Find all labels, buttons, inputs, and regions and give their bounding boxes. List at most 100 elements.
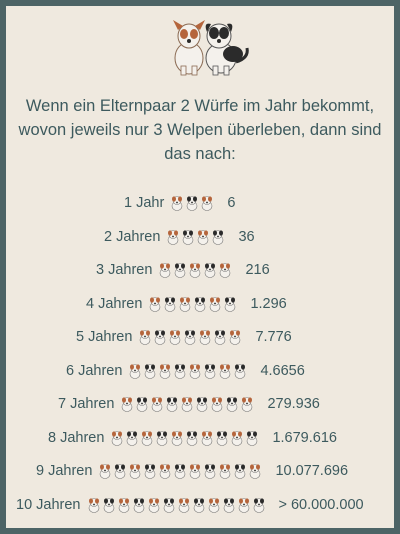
puppy-icon (172, 430, 183, 446)
year-label: 3 Jahren (96, 262, 153, 278)
puppy-icon (152, 397, 163, 412)
puppy-icon (205, 263, 216, 278)
puppy-icon (130, 464, 141, 479)
puppy-group (120, 396, 255, 412)
puppy-icon (137, 397, 148, 412)
year-row: 5 Jahren 7.776 (76, 324, 292, 350)
puppy-icon (140, 330, 151, 345)
puppy-icon (183, 229, 194, 245)
dog-count: 6 (227, 195, 236, 211)
puppy-icon (235, 363, 246, 379)
puppy-icon (195, 296, 206, 312)
puppy-icon (200, 330, 211, 345)
puppy-icon (190, 464, 201, 479)
puppy-icon (210, 296, 221, 312)
year-row: 1 Jahr 6 (124, 190, 235, 216)
puppy-group (138, 329, 243, 345)
puppy-icon (202, 196, 213, 211)
puppy-icon (172, 196, 183, 211)
puppy-group (87, 497, 267, 513)
dog-count: 36 (238, 228, 255, 245)
puppy-icon (145, 363, 156, 379)
puppy-icon (227, 397, 238, 412)
puppy-icon (238, 497, 249, 513)
puppy-icon (185, 330, 196, 345)
puppy-icon (160, 464, 171, 479)
puppy-icon (235, 464, 246, 479)
headline: Wenn ein Elternpaar 2 Würfe im Jahr beko… (18, 97, 382, 163)
puppy-group (170, 195, 215, 211)
puppy-icon (223, 497, 234, 513)
puppy-icon (122, 397, 133, 412)
puppy-icon (220, 464, 231, 479)
puppy-icon (127, 430, 138, 446)
puppy-group (128, 363, 248, 379)
puppy-icon (170, 330, 181, 345)
puppy-icon (160, 263, 171, 278)
puppy-icon (202, 430, 213, 446)
puppy-icon (205, 464, 216, 479)
puppy-icon (187, 196, 198, 211)
puppy-icon (118, 497, 129, 513)
puppy-icon (180, 296, 191, 312)
dog-count: 1.296 (250, 295, 287, 312)
puppy-icon (208, 497, 219, 513)
dog-count: 10.077.696 (275, 463, 349, 479)
puppy-icon (130, 363, 141, 379)
puppy-group (148, 296, 238, 312)
year-row: 6 Jahren 4.6656 (66, 358, 305, 384)
puppy-icon (205, 363, 216, 379)
year-label: 4 Jahren (86, 295, 143, 312)
puppy-icon (160, 363, 171, 379)
dog-count: > 60.000.000 (278, 496, 364, 513)
puppy-icon (225, 296, 236, 312)
puppy-icon (148, 497, 159, 513)
puppy-group (158, 262, 233, 278)
year-row: 8 Jahren 1.679.616 (48, 425, 337, 451)
year-label: 7 Jahren (58, 396, 115, 412)
puppy-icon (168, 229, 179, 245)
puppy-icon (197, 397, 208, 412)
puppy-icon (190, 263, 201, 278)
puppy-icon (88, 497, 99, 513)
puppy-icon (175, 464, 186, 479)
dog-count: 279.936 (267, 396, 320, 412)
puppy-icon (187, 430, 198, 446)
puppy-icon (155, 330, 166, 345)
puppy-icon (198, 229, 209, 245)
puppy-icon (215, 330, 226, 345)
puppy-icon (145, 464, 156, 479)
puppy-icon (112, 430, 123, 446)
year-row: 4 Jahren 1.296 (86, 291, 287, 317)
puppy-icon (193, 497, 204, 513)
puppy-icon (253, 497, 264, 513)
dog-count: 4.6656 (260, 362, 305, 379)
puppy-group (98, 463, 263, 479)
puppy-icon (100, 464, 111, 479)
puppy-icon (115, 464, 126, 479)
year-label: 10 Jahren (16, 496, 81, 513)
infographic-card: Wenn ein Elternpaar 2 Würfe im Jahr beko… (6, 6, 394, 528)
year-row: 7 Jahren 279.936 (58, 391, 320, 417)
two-dogs-icon (173, 20, 249, 76)
puppy-icon (213, 229, 224, 245)
year-row: 10 Jahren > 60.000.000 (16, 492, 364, 518)
dog-count: 7.776 (255, 329, 292, 345)
puppy-icon (217, 430, 228, 446)
year-row: 2 Jahren 36 (104, 224, 255, 250)
puppy-icon (247, 430, 258, 446)
puppy-icon (165, 296, 176, 312)
puppy-icon (250, 464, 261, 479)
dog-count: 1.679.616 (272, 429, 337, 446)
puppy-icon (232, 430, 243, 446)
puppy-icon (212, 397, 223, 412)
puppy-icon (133, 497, 144, 513)
puppy-icon (167, 397, 178, 412)
puppy-group (110, 430, 260, 446)
puppy-icon (178, 497, 189, 513)
year-row: 9 Jahren 10.077.696 (36, 458, 348, 484)
puppy-icon (163, 497, 174, 513)
year-label: 9 Jahren (36, 463, 93, 479)
puppy-icon (150, 296, 161, 312)
dog-count: 216 (245, 262, 270, 278)
